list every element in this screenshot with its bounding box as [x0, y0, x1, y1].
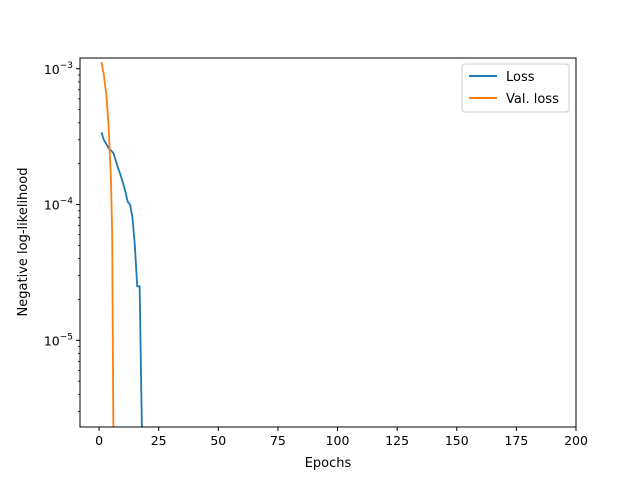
x-tick-label: 175 — [504, 433, 528, 448]
y-axis-label: Negative log-likelihood — [16, 168, 31, 317]
legend-label-loss: Loss — [506, 70, 535, 85]
x-tick-label: 150 — [445, 433, 469, 448]
x-axis-label: Epochs — [305, 456, 352, 471]
plot-frame — [79, 57, 577, 428]
y-axis: 10−5 10−4 10−3 — [44, 61, 80, 412]
x-tick-label: 75 — [270, 433, 286, 448]
plot-area — [80, 58, 576, 427]
x-tick-label: 0 — [95, 433, 103, 448]
x-tick-label: 200 — [564, 433, 588, 448]
legend: Loss Val. loss — [461, 63, 570, 113]
series-layer — [100, 61, 143, 427]
x-tick-label: 25 — [151, 433, 167, 448]
legend-label-val-loss: Val. loss — [506, 92, 559, 107]
y-tick-label: 10−3 — [44, 61, 73, 77]
x-axis: 0 25 50 75 100 125 150 175 200 — [95, 427, 588, 448]
y-tick-label: 10−4 — [44, 197, 73, 213]
x-tick-label: 50 — [210, 433, 226, 448]
series-line-val-loss — [100, 61, 115, 427]
y-tick-label: 10−5 — [44, 332, 73, 348]
x-tick-label: 100 — [326, 433, 350, 448]
x-tick-label: 125 — [385, 433, 409, 448]
series-line-loss — [100, 132, 143, 427]
